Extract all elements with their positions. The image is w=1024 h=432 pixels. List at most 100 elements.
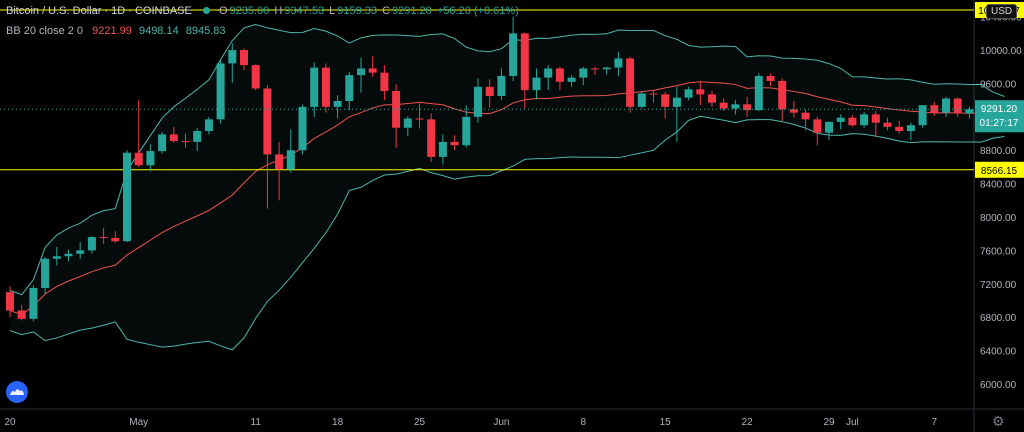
candle-body: [649, 93, 658, 95]
horizontal-line-price-label: 8566.15: [981, 166, 1018, 177]
high-label: H: [274, 5, 283, 17]
candle-body: [731, 104, 740, 109]
band-fill: [10, 24, 1005, 350]
candle-body: [544, 68, 553, 78]
candle-body: [415, 118, 424, 120]
time-tick-label: May: [129, 417, 148, 428]
candle-body: [438, 141, 447, 157]
candle-body: [813, 119, 822, 133]
change-value: +56.20 (+0.61%): [436, 5, 519, 17]
candle-body: [953, 98, 962, 114]
candle-body: [719, 102, 728, 109]
indicator-legend[interactable]: BB 20 close 2 0 9221.99 9498.14 8945.83: [6, 25, 226, 37]
candle-body: [111, 237, 120, 242]
bollinger-bands: [9, 23, 1005, 351]
candle-body: [462, 116, 471, 146]
candle-body: [158, 134, 167, 152]
candle-body: [134, 152, 143, 166]
time-tick-label: Jun: [493, 417, 509, 428]
candles: [6, 16, 1009, 322]
candle-body: [6, 292, 14, 311]
price-axis[interactable]: 6000.00 6400.00 6800.00 7200.00 7600.00 8000.…: [980, 13, 1022, 391]
candle-body: [298, 106, 307, 151]
candle-body: [240, 50, 248, 66]
price-tick-label: 6000.00: [980, 380, 1017, 391]
time-tick-label: 18: [332, 417, 344, 428]
candle-body: [965, 109, 974, 114]
time-tick-label: 22: [742, 417, 754, 428]
basis-line: [9, 81, 1005, 316]
candle-body: [497, 75, 506, 96]
candle-body: [696, 89, 705, 95]
candle-body: [661, 94, 670, 107]
candle-body: [579, 68, 588, 78]
candle-body: [871, 114, 880, 123]
price-tick-label: 8400.00: [980, 180, 1017, 191]
symbol-title[interactable]: Bitcoin / U.S. Dollar · 1D · COINBASE: [6, 5, 192, 17]
candle-body: [263, 88, 272, 155]
candle-body: [883, 122, 892, 127]
market-status-icon: [202, 7, 210, 14]
time-tick-label: 15: [660, 417, 672, 428]
low-label: L: [329, 5, 336, 17]
open-label: O: [218, 5, 228, 17]
candle-body: [310, 67, 319, 107]
candle-body: [708, 94, 716, 103]
candle-body: [64, 253, 73, 257]
indicator-name: BB 20 close 2 0: [6, 25, 84, 37]
price-tick-label: 10000.00: [980, 46, 1022, 57]
candle-body: [509, 33, 518, 76]
candle-body: [485, 86, 494, 96]
candle-body: [474, 86, 482, 117]
horizontal-lines[interactable]: [0, 9, 974, 171]
candle-body: [193, 131, 202, 142]
candle-body: [87, 237, 96, 251]
gear-icon[interactable]: ⚙: [992, 413, 1005, 429]
candle-body: [614, 58, 623, 68]
candle-body: [216, 63, 225, 120]
candle-body: [789, 109, 798, 113]
indicator-basis: 9221.99: [92, 25, 132, 37]
time-tick-label: 25: [414, 417, 426, 428]
upper-band-line: [9, 23, 1005, 296]
candle-body: [591, 68, 599, 70]
price-tick-label: 8000.00: [980, 213, 1017, 224]
candle-body: [380, 72, 389, 91]
candle-body: [672, 97, 681, 107]
low-value: 9159.33: [337, 5, 378, 17]
time-axis[interactable]: 20 May 11 18 25 Jun 8 15 22 29 Jul 7: [4, 417, 937, 428]
candle-body: [743, 104, 752, 111]
candle-body: [333, 100, 342, 107]
price-tick-label: 6400.00: [980, 347, 1017, 358]
candle-body: [778, 80, 787, 110]
candle-body: [450, 141, 459, 146]
candle-body: [754, 75, 763, 111]
high-value: 9347.53: [284, 5, 325, 17]
candle-body: [146, 151, 155, 166]
candle-body: [836, 117, 845, 122]
candle-body: [942, 98, 950, 113]
candle-body: [169, 134, 178, 142]
candle-body: [684, 89, 693, 98]
candle-body: [345, 75, 354, 101]
candle-body: [520, 33, 529, 91]
price-tick-label: 7200.00: [980, 280, 1017, 291]
candle-body: [29, 287, 38, 319]
time-tick-label: 11: [251, 417, 262, 428]
candle-body: [41, 258, 50, 288]
horizontal-line-price-tag: [975, 161, 1024, 178]
candle-body: [860, 114, 869, 126]
price-tick-label: 9600.00: [980, 79, 1017, 90]
time-tick-label: 20: [4, 417, 16, 428]
candle-body: [801, 112, 810, 120]
candle-body: [766, 75, 775, 81]
tradingview-logo-icon[interactable]: [6, 381, 28, 403]
bar-countdown-label: 01:27:17: [980, 118, 1019, 129]
candle-body: [626, 58, 635, 107]
currency-button[interactable]: USD: [986, 4, 1018, 19]
open-value: 9235.00: [229, 5, 270, 17]
candle-body: [918, 105, 927, 126]
candle-body: [930, 105, 939, 113]
